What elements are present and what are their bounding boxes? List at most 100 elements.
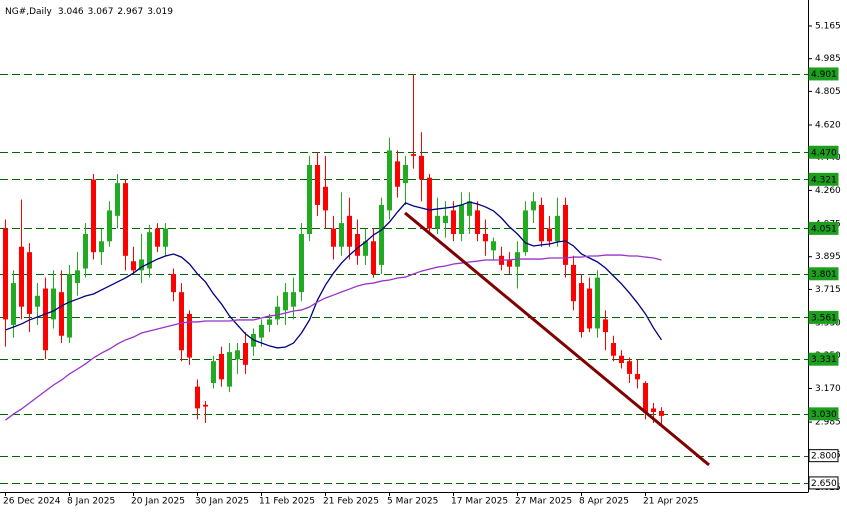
candle-body (27, 252, 32, 314)
candle-body (579, 283, 584, 333)
candle-body (331, 228, 336, 247)
candle-body (403, 164, 408, 184)
level-label: 3.030 (811, 410, 837, 420)
trend-line (404, 211, 710, 467)
candle-body (587, 288, 592, 329)
plot-area (0, 73, 808, 484)
candle-body (171, 273, 176, 293)
candle-body (35, 295, 40, 307)
x-tick-label: 30 Jan 2025 (195, 497, 249, 507)
candle-body (139, 259, 144, 271)
candle-body (163, 228, 168, 247)
x-tick-label: 27 Mar 2025 (515, 497, 572, 507)
y-tick-label: 4.620 (815, 120, 841, 130)
y-tick-label: 4.805 (815, 87, 841, 97)
x-tick-label: 26 Dec 2024 (3, 497, 61, 507)
y-tick-label: 4.985 (815, 54, 841, 64)
candle-body (547, 228, 552, 242)
candle-body (283, 292, 288, 311)
candle-body (443, 215, 448, 224)
high-value: 3.067 (88, 7, 114, 17)
candle-body (243, 343, 248, 365)
open-value: 3.046 (58, 7, 84, 17)
candle-body (3, 228, 8, 320)
level-label-box (808, 476, 839, 490)
level-label: 3.331 (811, 355, 837, 365)
candle-body (643, 382, 648, 413)
y-tick-label: 3.895 (815, 252, 841, 262)
candle-body (611, 343, 616, 356)
x-tick-label: 8 Jan 2025 (67, 497, 115, 507)
candle-body (195, 386, 200, 409)
low-value: 2.967 (117, 7, 143, 17)
candle-body (91, 179, 96, 253)
candle-body (371, 241, 376, 274)
candle-body (275, 306, 280, 320)
candle-body (299, 234, 304, 293)
candle-body (307, 164, 312, 235)
candle-body (491, 241, 496, 251)
y-tick-label: 3.170 (815, 384, 841, 394)
candle-body (59, 292, 64, 336)
candle-body (99, 241, 104, 253)
x-tick-label: 5 Mar 2025 (387, 497, 438, 507)
candle-body (43, 288, 48, 351)
level-label: 4.321 (811, 175, 837, 185)
candle-body (67, 273, 72, 338)
y-tick-label: 3.715 (815, 285, 841, 295)
x-tick-label: 8 Apr 2025 (579, 497, 629, 507)
candle-body (123, 183, 128, 256)
candle-body (131, 261, 136, 271)
x-tick-label: 11 Feb 2025 (259, 497, 315, 507)
candle-body (507, 259, 512, 267)
candle-body (379, 204, 384, 265)
close-value: 3.019 (147, 7, 173, 17)
candle-body (147, 232, 152, 269)
candle-body (347, 215, 352, 247)
x-tick-label: 20 Jan 2025 (131, 497, 185, 507)
candle-body (115, 183, 120, 216)
candle-body (267, 319, 272, 325)
candle-body (531, 201, 536, 211)
candle-body (187, 313, 192, 358)
y-tick-label: 5.165 (815, 21, 841, 31)
x-tick-label: 17 Mar 2025 (451, 497, 508, 507)
candle-body (323, 186, 328, 211)
candle-body (75, 270, 80, 284)
level-label-box (808, 172, 839, 186)
candle-body (475, 210, 480, 235)
candle-body (635, 373, 640, 380)
level-label: 4.051 (811, 224, 837, 234)
candle-body (651, 408, 656, 413)
y-tick-label: 2.985 (815, 418, 841, 428)
candle-body (619, 355, 624, 364)
level-label-box (808, 267, 839, 281)
candle-body (595, 277, 600, 329)
candle-body (571, 264, 576, 302)
candle-body (107, 210, 112, 242)
candle-body (259, 324, 264, 338)
candle-body (291, 292, 296, 307)
candle-body (459, 204, 464, 235)
level-label-box (808, 310, 839, 324)
candle-body (363, 241, 368, 256)
candle-body (11, 283, 16, 325)
candle-body (51, 288, 56, 320)
candle-body (563, 204, 568, 265)
level-label: 2.650 (811, 479, 837, 489)
candle-body (523, 210, 528, 253)
y-tick-label: 4.260 (815, 186, 841, 196)
level-label: 4.470 (811, 148, 837, 158)
candle-body (435, 215, 440, 229)
level-label: 3.801 (811, 270, 837, 280)
candle-body (19, 246, 24, 307)
x-tick-label: 21 Feb 2025 (323, 497, 379, 507)
candle-body (659, 410, 664, 416)
level-label-box (808, 145, 839, 159)
candle-body (211, 361, 216, 383)
candle-body (179, 292, 184, 351)
level-label-box (808, 352, 839, 366)
level-label-box (808, 407, 839, 421)
